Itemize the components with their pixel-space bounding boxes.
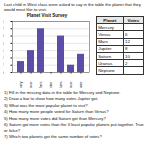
svg-text:Mars: Mars (38, 82, 43, 89)
html-text:Planet: Planet (103, 17, 117, 23)
svg-text:8: 8 (3, 41, 4, 46)
html-text:Neptune: Neptune (98, 67, 115, 73)
svg-text:Neptune: Neptune (78, 81, 83, 88)
svg-text:4: 4 (3, 55, 4, 60)
html-text:7) Which two planets got the s: 7) Which two planets got the same number… (4, 134, 102, 140)
svg-text:6: 6 (3, 48, 4, 53)
svg-text:Mercury: Mercury (18, 82, 23, 89)
svg-text:Venus: Venus (28, 82, 33, 89)
html-text:Mars: Mars (98, 39, 108, 45)
html-text:2: 2 (125, 60, 128, 66)
html-text:Uranus: Uranus (98, 60, 113, 66)
html-text:5) How many more votes did Sat: 5) How many more votes did Saturn get th… (4, 115, 106, 121)
html-text:4) How many more people voted: 4) How many more people voted for Saturn… (4, 109, 109, 115)
svg-text:Jupiter: Jupiter (48, 81, 53, 88)
html-text:6: 6 (125, 32, 128, 37)
svg-text:Uranus: Uranus (68, 82, 73, 89)
svg-text:14: 14 (3, 19, 4, 24)
html-text:6) Saturn got more votes than: 6) Saturn got more votes than the 3 leas… (4, 122, 144, 133)
html-text:Votes: Votes (127, 17, 140, 23)
html-text:2) Draw a bar to show how many: 2) Draw a bar to show how many votes Jup… (4, 96, 99, 102)
html-text:Mercury: Mercury (98, 24, 114, 30)
html-text:3) What was the most popular p: 3) What was the most popular planet to v… (4, 102, 88, 108)
html-text:8: 8 (125, 46, 128, 52)
svg-text:2: 2 (3, 62, 4, 67)
html-text:Saturn: Saturn (98, 53, 112, 59)
html-text:Planet Visit Survey: Planet Visit Survey (26, 13, 68, 18)
svg-text:Saturn: Saturn (58, 82, 63, 89)
html-text:Last child in West class were: Last child in West class were asked to s… (4, 2, 141, 12)
html-text:Jupiter: Jupiter (98, 46, 112, 52)
html-text:10: 10 (125, 53, 130, 59)
svg-text:0: 0 (3, 70, 4, 75)
svg-text:12: 12 (3, 26, 4, 31)
html-text:Venus: Venus (98, 32, 111, 37)
svg-text:10: 10 (3, 33, 4, 38)
html-text:1) Fill in the missing data in: 1) Fill in the missing data in the table… (4, 90, 121, 95)
html-text:12: 12 (125, 39, 130, 45)
